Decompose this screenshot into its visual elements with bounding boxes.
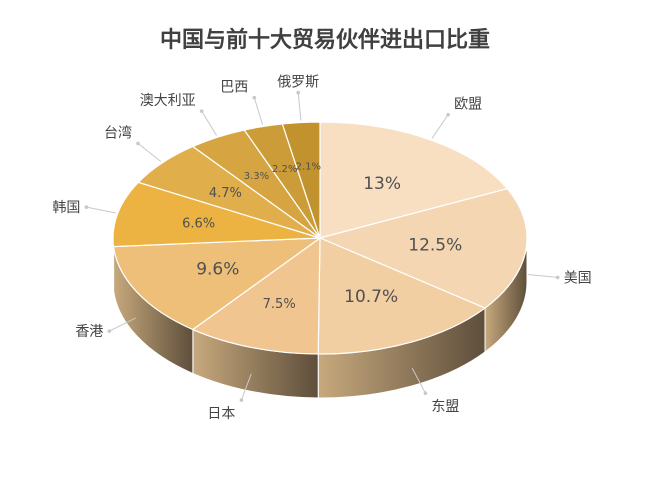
value-label: 2.2% (272, 164, 297, 175)
leader-line (86, 206, 116, 214)
category-label: 美国 (564, 270, 592, 286)
value-label: 10.7% (344, 287, 398, 307)
pie-slice (281, 121, 321, 239)
leader-line (240, 373, 252, 401)
leader-line (137, 143, 162, 162)
category-label: 巴西 (220, 80, 248, 96)
value-label: 3.3% (244, 171, 269, 182)
leader-dot (107, 329, 112, 333)
pie-slice (319, 121, 509, 239)
leader-dot (296, 90, 300, 95)
leader-dot (423, 391, 428, 396)
leader-dot (239, 398, 244, 402)
leader-dot (84, 205, 89, 209)
value-label: 4.7% (209, 186, 242, 201)
leader-dot (555, 275, 560, 280)
pie-slice (191, 236, 321, 355)
value-label: 9.6% (196, 259, 239, 279)
pie-slice (317, 237, 487, 355)
value-label: 2.1% (296, 162, 321, 173)
leader-line (411, 367, 426, 394)
pie-slice (318, 187, 528, 309)
category-label: 东盟 (431, 399, 459, 415)
value-label: 7.5% (263, 297, 296, 312)
leader-line (527, 274, 558, 278)
labels: 13% 12.5% 10.7% 7.5% 9.6% 6.6% 4.7%3.3%2.2%2.1… (52, 75, 591, 422)
leader-dot (199, 109, 204, 113)
leader-line (297, 92, 302, 121)
leader-lines (84, 90, 560, 402)
leader-dot (136, 141, 140, 146)
value-label: 13% (363, 174, 401, 194)
category-label: 香港 (75, 324, 103, 340)
value-label: 12.5% (408, 235, 462, 255)
category-label: 俄罗斯 (277, 75, 319, 91)
pie-top (112, 121, 528, 355)
leader-dot (252, 95, 257, 100)
leader-line (431, 114, 449, 139)
leader-line (201, 110, 217, 136)
category-label: 日本 (207, 406, 235, 422)
leader-dot (446, 112, 450, 117)
pie-slice (112, 237, 322, 331)
category-label: 台湾 (104, 124, 132, 141)
chart-title: 中国与前十大贸易伙伴进出口比重 (159, 28, 490, 53)
value-label: 6.6% (182, 217, 215, 232)
leader-line (253, 97, 264, 125)
category-label: 澳大利亚 (140, 93, 196, 109)
category-label: 欧盟 (454, 97, 482, 113)
leader-line (109, 317, 136, 332)
pie-side (112, 237, 528, 399)
pie-slice (112, 181, 321, 248)
category-label: 韩国 (52, 200, 80, 216)
